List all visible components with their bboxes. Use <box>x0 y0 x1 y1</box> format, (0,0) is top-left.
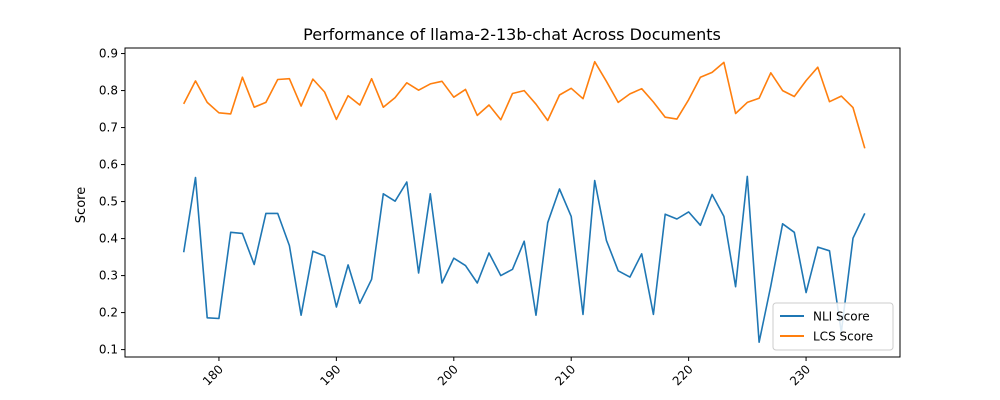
legend-label: NLI Score <box>813 310 870 324</box>
x-tick-label: 210 <box>552 362 578 388</box>
x-tick-label: 180 <box>200 362 226 388</box>
x-tick-label: 190 <box>317 362 343 388</box>
y-tick-label: 0.3 <box>99 269 118 283</box>
y-axis: 0.1 0.2 0.3 0.4 0.5 0.6 0.7 0.8 0.9 <box>99 47 125 357</box>
series-line-lcs-score <box>182 60 866 149</box>
y-axis-label: Score <box>74 187 89 223</box>
legend-box <box>772 302 894 351</box>
y-tick-label: 0.6 <box>99 158 118 172</box>
series-line-nli-score <box>182 175 866 344</box>
x-axis: 180 190 200 210 220 230 <box>200 357 813 388</box>
chart-title: Performance of llama-2-13b-chat Across D… <box>303 25 721 44</box>
x-tick-label: 230 <box>787 362 813 388</box>
y-tick-label: 0.4 <box>99 232 118 246</box>
y-tick-label: 0.9 <box>99 47 118 61</box>
x-tick-label: 220 <box>670 362 696 388</box>
x-tick-label: 200 <box>435 362 461 388</box>
series-group <box>182 60 866 344</box>
y-tick-label: 0.5 <box>99 195 118 209</box>
y-tick-label: 0.2 <box>99 306 118 320</box>
plot-area <box>124 47 901 358</box>
y-tick-label: 0.1 <box>99 343 118 357</box>
y-tick-label: 0.7 <box>99 121 118 135</box>
legend: NLI Score LCS Score <box>772 302 894 351</box>
y-tick-label: 0.8 <box>99 84 118 98</box>
legend-label: LCS Score <box>813 330 873 344</box>
plot-frame <box>124 47 901 358</box>
